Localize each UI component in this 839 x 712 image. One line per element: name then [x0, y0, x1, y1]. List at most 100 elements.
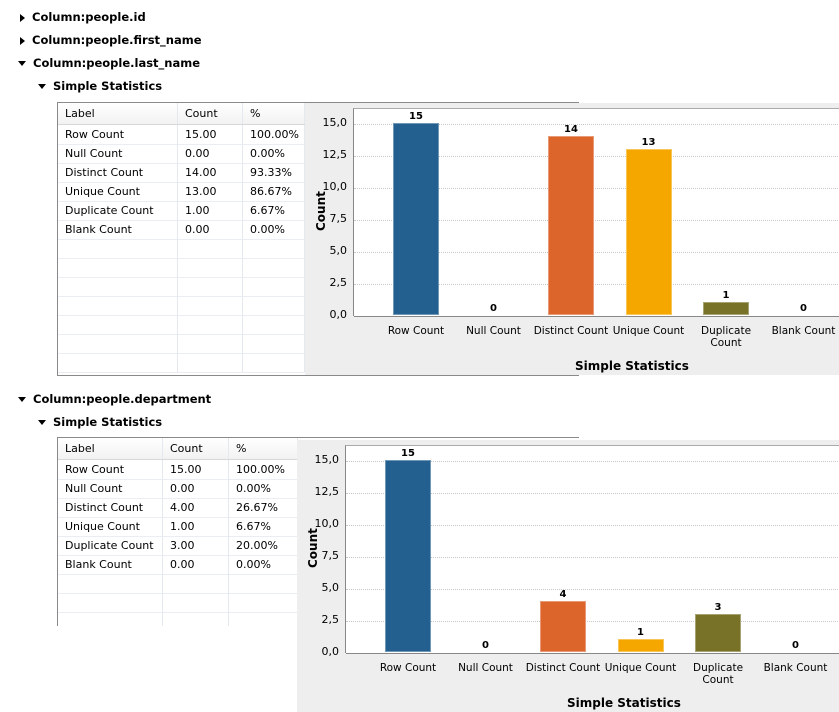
- collapse-arrow-icon[interactable]: [18, 61, 26, 66]
- table-cell: [178, 239, 243, 258]
- bar-chart-last-name: 0,0 2,5 5,0 7,5 10,0 12,5 15,0 Count 15 Row Count…: [305, 103, 839, 375]
- table-cell: 0.00%: [243, 220, 305, 239]
- y-tick-label: 15,0: [314, 453, 340, 466]
- table-cell: 15.00: [163, 460, 229, 479]
- bar[interactable]: [540, 600, 586, 652]
- gridline: [346, 621, 839, 622]
- table-cell: [243, 296, 305, 315]
- x-tick-label: Row Count: [387, 325, 445, 337]
- y-axis-label: Count: [306, 528, 320, 568]
- collapse-arrow-icon[interactable]: [38, 84, 46, 89]
- gridline: [346, 557, 839, 558]
- gridline: [346, 493, 839, 494]
- table-cell: [243, 239, 305, 258]
- y-tick-label: 2,5: [329, 276, 348, 289]
- table-cell: 86.67%: [243, 182, 305, 201]
- bar[interactable]: [695, 613, 741, 652]
- x-tick-label: Unique Count: [612, 325, 685, 337]
- y-tick-label: 0,0: [329, 308, 348, 321]
- table-cell: [178, 353, 243, 372]
- x-tick-label: Blank Count: [771, 325, 836, 337]
- bar[interactable]: [385, 460, 431, 652]
- table-cell: Null Count: [58, 479, 163, 498]
- y-axis-label: Count: [314, 191, 328, 231]
- bar-chart-department: 0,0 2,5 5,0 7,5 10,0 12,5 15,0 Count 15 Row Count…: [297, 440, 839, 712]
- data-label: 0: [490, 303, 497, 314]
- table-cell: [178, 277, 243, 296]
- y-tick-label: 12,5: [322, 148, 348, 161]
- table-cell: [229, 593, 298, 612]
- gridline: [346, 461, 839, 462]
- x-tick-label: Row Count: [379, 662, 437, 674]
- gridline: [346, 525, 839, 526]
- column-header[interactable]: Label: [58, 438, 163, 459]
- tree-item-people-last-name[interactable]: Column:people.last_name: [18, 56, 200, 70]
- x-tick-label: Unique Count: [604, 662, 677, 674]
- table-cell: 1.00: [163, 517, 229, 536]
- x-axis-title: Simple Statistics: [567, 696, 681, 710]
- table-cell: [58, 353, 178, 372]
- table-cell: 0.00: [163, 555, 229, 574]
- y-tick-label: 12,5: [314, 485, 340, 498]
- table-cell: [243, 258, 305, 277]
- table-cell: Unique Count: [58, 517, 163, 536]
- table-cell: 4.00: [163, 498, 229, 517]
- gridline: [346, 589, 839, 590]
- expand-arrow-icon[interactable]: [20, 36, 25, 45]
- table-cell: [178, 258, 243, 277]
- column-header[interactable]: %: [229, 438, 298, 459]
- x-tick-label: Blank Count: [763, 662, 828, 674]
- bar[interactable]: [617, 639, 664, 652]
- bar[interactable]: [393, 123, 439, 315]
- section-label: Simple Statistics: [53, 415, 163, 429]
- x-tick-label: Distinct Count: [525, 662, 601, 674]
- y-tick-label: 5,0: [329, 244, 348, 257]
- table-cell: Row Count: [58, 460, 163, 479]
- gridline: [354, 284, 839, 285]
- table-cell: [58, 258, 178, 277]
- table-cell: Duplicate Count: [58, 201, 178, 220]
- expand-arrow-icon[interactable]: [20, 13, 25, 22]
- table-cell: 14.00: [178, 163, 243, 182]
- table-cell: 0.00: [178, 220, 243, 239]
- bar[interactable]: [625, 148, 672, 315]
- table-cell: [58, 315, 178, 334]
- x-axis-title: Simple Statistics: [575, 359, 689, 373]
- collapse-arrow-icon[interactable]: [38, 420, 46, 425]
- tree-item-simple-statistics-2[interactable]: Simple Statistics: [38, 415, 162, 429]
- column-header[interactable]: Count: [163, 438, 229, 459]
- data-label: 15: [409, 111, 423, 122]
- table-cell: [58, 239, 178, 258]
- table-cell: 6.67%: [229, 517, 298, 536]
- table-cell: 20.00%: [229, 536, 298, 555]
- bar[interactable]: [548, 135, 594, 315]
- table-cell: 13.00: [178, 182, 243, 201]
- table-cell: 0.00: [163, 479, 229, 498]
- bar[interactable]: [703, 302, 749, 315]
- y-tick-label: 2,5: [321, 613, 340, 626]
- table-cell: 100.00%: [229, 460, 298, 479]
- gridline: [354, 316, 839, 317]
- table-cell: 15.00: [178, 125, 243, 144]
- tree-item-people-id[interactable]: Column:people.id: [20, 10, 146, 24]
- collapse-arrow-icon[interactable]: [18, 397, 26, 402]
- table-cell: [163, 593, 229, 612]
- table-cell: [243, 353, 305, 372]
- gridline: [354, 252, 839, 253]
- data-label: 15: [401, 448, 415, 459]
- table-cell: [178, 315, 243, 334]
- table-cell: [178, 296, 243, 315]
- tree-item-people-department[interactable]: Column:people.department: [18, 392, 211, 406]
- table-cell: Duplicate Count: [58, 536, 163, 555]
- table-cell: 1.00: [178, 201, 243, 220]
- table-cell: [58, 612, 163, 626]
- data-label: 1: [722, 290, 730, 302]
- column-header[interactable]: Label: [58, 103, 178, 124]
- tree-item-people-first-name[interactable]: Column:people.first_name: [20, 33, 202, 47]
- table-cell: Row Count: [58, 125, 178, 144]
- tree-item-simple-statistics-1[interactable]: Simple Statistics: [38, 79, 162, 93]
- data-label: 0: [482, 640, 489, 651]
- column-header[interactable]: %: [243, 103, 305, 124]
- column-header[interactable]: Count: [178, 103, 243, 124]
- table-cell: 0.00%: [229, 555, 298, 574]
